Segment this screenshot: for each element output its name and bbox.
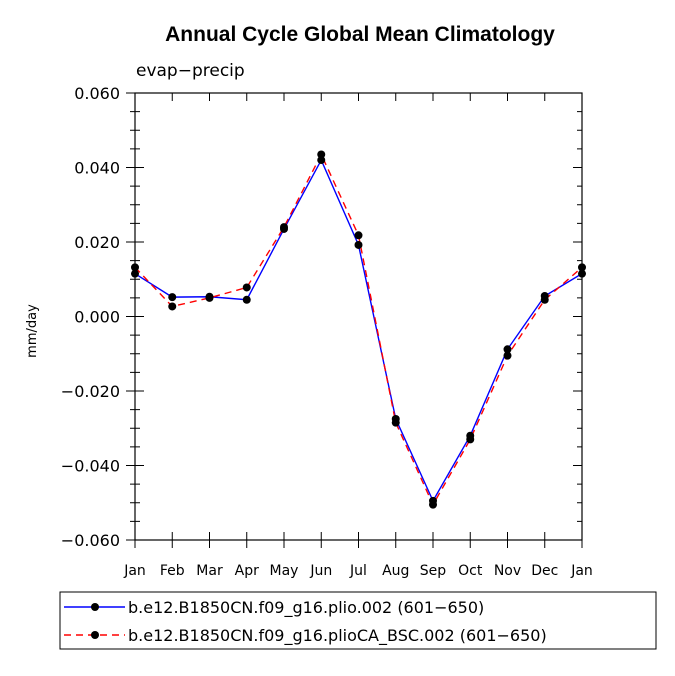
x-tick-label: Jul xyxy=(349,563,367,579)
x-tick-label: Sep xyxy=(420,563,447,579)
series-1-point xyxy=(354,240,363,249)
series-group xyxy=(131,150,586,509)
y-tick-label: 0.040 xyxy=(74,159,120,178)
x-tick-labels: Jan Feb Mar Apr May Jun Jul Aug Sep Oct Nov Dec Jan xyxy=(123,563,593,579)
series-2-point xyxy=(578,263,586,272)
x-tick-label: Dec xyxy=(531,563,558,579)
series-2-point xyxy=(391,418,400,427)
series-2-point xyxy=(131,263,139,272)
y-tick-label: 0.000 xyxy=(74,308,120,327)
x-tick-label: Nov xyxy=(494,563,521,579)
y-tick-labels: 0.060 0.040 0.020 0.000 −0.020 −0.040 −0.060 xyxy=(61,84,120,550)
series-1-point xyxy=(503,345,512,354)
y-tick-label: −0.020 xyxy=(61,382,120,401)
x-tick-label: Jan xyxy=(570,563,593,579)
legend-label-2: b.e12.B1850CN.f09_g16.plioCA_BSC.002 (60… xyxy=(128,626,547,646)
series-2-point xyxy=(503,351,512,360)
x-tick-label: Jan xyxy=(123,563,146,579)
chart-subtitle: evap−precip xyxy=(136,61,245,81)
series-2-point xyxy=(168,302,177,311)
series-2-point xyxy=(540,295,549,304)
series-2-point xyxy=(429,500,437,509)
legend: b.e12.B1850CN.f09_g16.plio.002 (601−650)… xyxy=(64,598,547,646)
axis-ticks xyxy=(126,92,583,548)
x-tick-label: Oct xyxy=(458,563,483,579)
y-tick-label: 0.020 xyxy=(74,233,120,252)
series-1-point xyxy=(168,293,177,302)
legend-marker-1 xyxy=(91,603,99,611)
series-1-point xyxy=(317,156,326,165)
legend-label-1: b.e12.B1850CN.f09_g16.plio.002 (601−650) xyxy=(128,598,484,618)
x-tick-label: Feb xyxy=(160,563,185,579)
x-tick-label: Aug xyxy=(382,563,409,579)
series-2-point xyxy=(242,283,251,292)
y-tick-label: 0.060 xyxy=(74,84,120,103)
series-1-point xyxy=(131,269,139,278)
series-line-2 xyxy=(134,152,583,507)
chart-title: Annual Cycle Global Mean Climatology xyxy=(165,23,555,46)
x-tick-label: Mar xyxy=(196,563,223,579)
series-2-point xyxy=(354,231,363,240)
series-1-point xyxy=(578,269,586,278)
series-line-1 xyxy=(134,158,583,503)
series-2-point xyxy=(205,293,214,302)
series-2-point xyxy=(466,435,475,444)
legend-box xyxy=(59,591,657,650)
plot-frame xyxy=(134,92,583,541)
series-2-point xyxy=(280,223,288,232)
series-2-point xyxy=(317,150,326,159)
series-1-point xyxy=(242,295,251,304)
y-axis-label: mm/day xyxy=(25,304,40,358)
y-tick-label: −0.060 xyxy=(61,531,120,550)
x-tick-label: May xyxy=(270,563,299,579)
legend-marker-2 xyxy=(91,631,99,639)
y-tick-label: −0.040 xyxy=(61,457,120,476)
x-tick-label: Jun xyxy=(309,563,332,579)
x-tick-label: Apr xyxy=(235,563,259,579)
